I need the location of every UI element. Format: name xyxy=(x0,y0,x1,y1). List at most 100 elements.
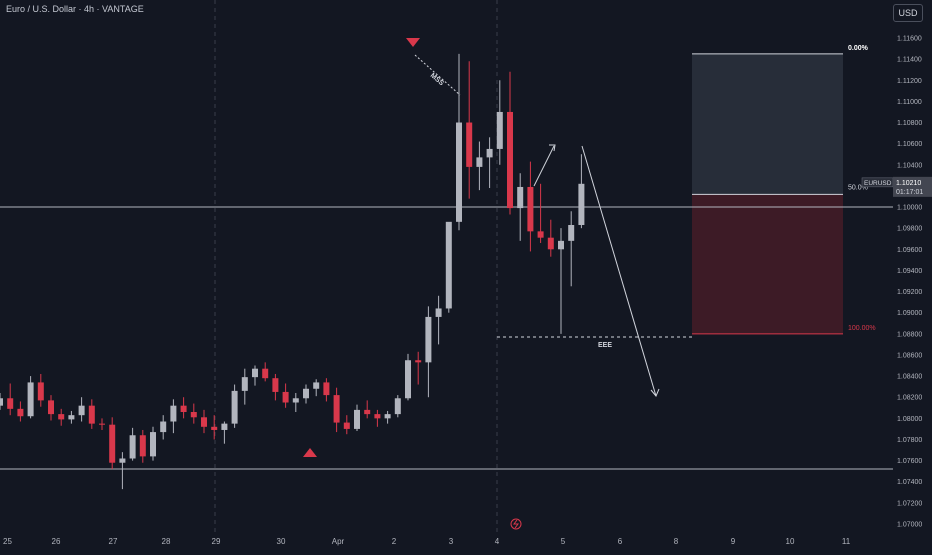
time-axis[interactable] xyxy=(0,534,893,550)
candle-body xyxy=(568,225,575,241)
candle-body xyxy=(466,122,473,167)
candle-body xyxy=(150,432,156,457)
target-zone[interactable] xyxy=(692,53,843,195)
candle-body xyxy=(262,368,269,379)
time-tick-label: 6 xyxy=(618,537,623,546)
candle-body xyxy=(99,423,105,425)
level-label-100: 100.00% xyxy=(848,325,876,332)
time-tick-label: 2 xyxy=(392,537,397,546)
time-tick-label: 8 xyxy=(674,537,679,546)
candle-body xyxy=(507,111,513,209)
candle-body xyxy=(333,395,340,423)
bullish-triangle-marker xyxy=(303,448,317,457)
event-flag-icon[interactable] xyxy=(510,518,522,530)
price-tick-label: 1.08000 xyxy=(897,416,922,423)
candle-body xyxy=(272,378,279,392)
candle-body xyxy=(221,423,228,430)
price-tick-label: 1.10400 xyxy=(897,162,922,169)
time-tick-label: 27 xyxy=(109,537,118,546)
price-tick-label: 1.07800 xyxy=(897,437,922,444)
candle-body xyxy=(537,231,544,238)
price-tick-label: 1.10000 xyxy=(897,205,922,212)
candle-body xyxy=(180,405,187,413)
candle-body xyxy=(282,391,289,403)
price-tick-label: 1.11000 xyxy=(897,99,922,106)
candle-body xyxy=(27,382,34,417)
time-tick-label: 25 xyxy=(3,537,12,546)
price-axis[interactable] xyxy=(893,0,932,550)
candle-body xyxy=(0,398,3,406)
level-label-0: 0.00% xyxy=(848,45,869,52)
candle-body xyxy=(527,186,534,232)
candle-body xyxy=(384,414,391,419)
time-tick-label: 26 xyxy=(52,537,61,546)
candle-body xyxy=(129,435,136,459)
price-tick-label: 1.11400 xyxy=(897,57,922,64)
candle-body xyxy=(456,122,462,222)
candle-body xyxy=(292,398,299,403)
candle-body xyxy=(313,382,320,389)
candle-body xyxy=(405,360,411,399)
price-tick-label: 1.08800 xyxy=(897,331,922,338)
candle-body xyxy=(323,382,330,396)
candle-body xyxy=(68,415,75,420)
candle-body xyxy=(343,422,350,429)
candle-body xyxy=(558,240,564,250)
price-tick-label: 1.08200 xyxy=(897,395,922,402)
price-tick-label: 1.11200 xyxy=(897,78,922,85)
up-arrow-line[interactable] xyxy=(533,145,555,187)
candle-body xyxy=(109,424,116,463)
price-tick-label: 1.09600 xyxy=(897,247,922,254)
candle-body xyxy=(17,408,24,417)
time-tick-label: 5 xyxy=(561,537,566,546)
down-arrow-head-icon xyxy=(650,388,660,397)
time-tick-label: 4 xyxy=(495,537,500,546)
candle-body xyxy=(364,409,371,415)
stop-zone[interactable] xyxy=(692,194,843,334)
candle-body xyxy=(415,360,422,363)
bearish-triangle-marker xyxy=(406,38,420,47)
price-tick-label: 1.09200 xyxy=(897,289,922,296)
candle-body xyxy=(211,426,218,430)
candle-body xyxy=(486,148,493,158)
candle-body xyxy=(547,237,554,250)
currency-button[interactable]: USD xyxy=(893,4,923,22)
price-tick-label: 1.10600 xyxy=(897,141,922,148)
candle-body xyxy=(78,405,85,416)
price-tick-label: 1.11600 xyxy=(897,36,922,43)
countdown-label: 01:17:01 xyxy=(896,189,923,196)
time-tick-label: 10 xyxy=(786,537,795,546)
time-tick-label: Apr xyxy=(332,537,345,546)
price-tick-label: 1.07000 xyxy=(897,522,922,529)
chart-title: Euro / U.S. Dollar · 4h · VANTAGE xyxy=(6,4,144,14)
time-tick-label: 3 xyxy=(449,537,454,546)
time-tick-label: 29 xyxy=(212,537,221,546)
time-tick-label: 11 xyxy=(842,537,851,546)
candle-body xyxy=(578,183,585,226)
price-tick-label: 1.08600 xyxy=(897,352,922,359)
candle-body xyxy=(303,388,309,399)
price-tick-label: 1.08400 xyxy=(897,374,922,381)
candle-body xyxy=(394,398,401,415)
candle-body xyxy=(517,186,524,209)
candle-body xyxy=(445,221,452,309)
candle-body xyxy=(58,414,65,420)
candle-body xyxy=(496,111,503,149)
last-price-label: 1.10210 xyxy=(896,180,921,187)
price-tick-label: 1.10800 xyxy=(897,120,922,127)
time-tick-label: 9 xyxy=(731,537,736,546)
price-tick-label: 1.09000 xyxy=(897,310,922,317)
price-tick-label: 1.09400 xyxy=(897,268,922,275)
candle-body xyxy=(170,405,177,422)
eee-label: EEE xyxy=(598,342,612,349)
lightning-icon xyxy=(513,519,519,529)
candle-body xyxy=(435,308,442,317)
candle-body xyxy=(425,316,432,363)
candle-body xyxy=(48,400,54,415)
down-arrow-line[interactable] xyxy=(581,145,657,397)
candle-body xyxy=(231,390,238,424)
candle-body xyxy=(374,414,381,419)
candle-body xyxy=(241,377,248,391)
